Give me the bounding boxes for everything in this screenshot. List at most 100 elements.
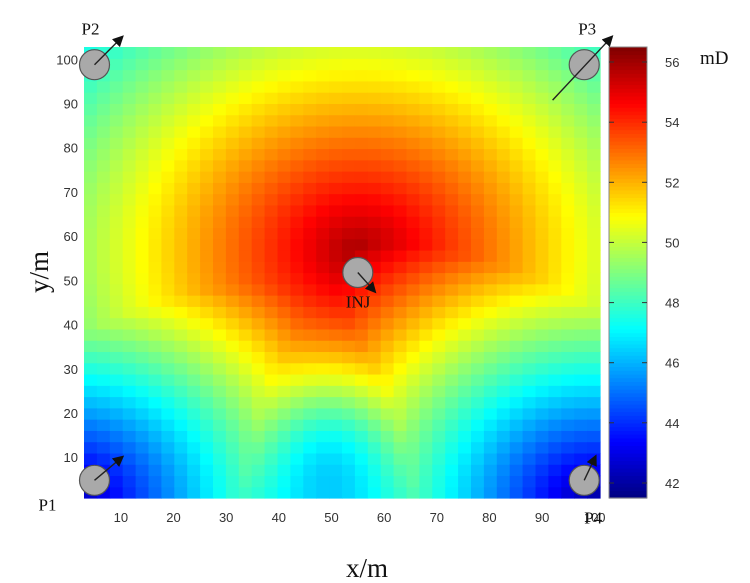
heatmap-cell — [135, 103, 150, 116]
heatmap-cell — [406, 452, 420, 465]
colorbar-segment — [609, 358, 647, 364]
heatmap-cell — [329, 114, 343, 127]
heatmap-cell — [200, 103, 214, 116]
heatmap-cell — [290, 475, 304, 488]
heatmap-cell — [535, 340, 549, 353]
heatmap-cell — [406, 351, 420, 364]
heatmap-cell — [264, 317, 279, 330]
colorbar-segment — [609, 242, 647, 247]
heatmap-cell — [574, 92, 588, 104]
colorbar-segment — [609, 351, 647, 356]
heatmap-cell — [432, 328, 446, 341]
heatmap-cell — [316, 216, 330, 229]
heatmap-cell — [122, 373, 137, 386]
colorbar-segment — [609, 62, 647, 67]
heatmap-cell — [329, 373, 343, 386]
heatmap-cell — [419, 227, 433, 240]
heatmap-cell — [445, 227, 459, 240]
heatmap-cell — [251, 295, 266, 307]
heatmap-cell — [238, 47, 253, 59]
heatmap-cell — [148, 295, 162, 307]
heatmap-cell — [406, 373, 420, 386]
heatmap-cell — [445, 137, 459, 150]
heatmap-cell — [458, 238, 472, 251]
heatmap-cell — [380, 407, 395, 420]
heatmap-cell — [96, 373, 111, 386]
heatmap-cell — [200, 249, 214, 262]
heatmap-cell — [303, 475, 317, 488]
heatmap-cell — [225, 464, 240, 477]
heatmap-cell — [522, 92, 537, 104]
heatmap-cell — [135, 92, 150, 104]
heatmap-cell — [316, 340, 330, 353]
heatmap-cell — [561, 430, 575, 443]
heatmap-cell — [303, 159, 317, 172]
heatmap-cell — [393, 306, 408, 319]
heatmap-cell — [225, 238, 240, 251]
heatmap-cell — [548, 464, 562, 477]
heatmap-cell — [471, 475, 485, 488]
heatmap-cell — [238, 441, 253, 454]
heatmap-cell — [109, 486, 124, 499]
heatmap-cell — [367, 328, 382, 341]
heatmap-cell — [574, 238, 588, 251]
heatmap-cell — [225, 204, 240, 217]
heatmap-cell — [561, 283, 575, 296]
heatmap-cell — [535, 159, 549, 172]
y-tick-label: 70 — [64, 185, 78, 200]
heatmap-cell — [238, 137, 253, 150]
heatmap-cell — [496, 441, 511, 454]
heatmap-cell — [354, 452, 369, 465]
colorbar-segment — [609, 422, 647, 428]
heatmap-cell — [290, 351, 304, 364]
heatmap-cell — [303, 419, 317, 431]
heatmap-cell — [471, 249, 485, 262]
heatmap-cell — [148, 80, 162, 93]
heatmap-cell — [84, 204, 98, 217]
heatmap-cell — [548, 295, 562, 307]
heatmap-cell — [148, 193, 162, 206]
heatmap-cell — [393, 475, 408, 488]
heatmap-cell — [406, 249, 420, 262]
heatmap-cell — [496, 306, 511, 319]
heatmap-cell — [471, 351, 485, 364]
heatmap-cell — [290, 69, 304, 82]
heatmap-cell — [161, 272, 175, 285]
heatmap-cell — [290, 58, 304, 71]
heatmap-cell — [342, 486, 356, 499]
heatmap-cell — [251, 441, 266, 454]
heatmap-cell — [509, 261, 524, 274]
heatmap-cell — [458, 441, 472, 454]
heatmap-cell — [535, 193, 549, 206]
heatmap-cell — [109, 441, 124, 454]
heatmap-cell — [187, 362, 201, 375]
heatmap-cell — [135, 385, 150, 398]
heatmap-cell — [238, 92, 253, 104]
colorbar-segment — [609, 167, 647, 172]
heatmap-cell — [393, 182, 408, 195]
heatmap-cell — [509, 182, 524, 195]
heatmap-cell — [587, 306, 601, 319]
heatmap-cell — [445, 148, 459, 161]
heatmap-cell — [574, 182, 588, 195]
heatmap-cell — [432, 283, 446, 296]
x-tick-label: 70 — [430, 510, 444, 525]
heatmap-cell — [277, 148, 291, 161]
heatmap-cell — [522, 182, 537, 195]
heatmap-cell — [445, 396, 459, 409]
heatmap-cell — [419, 159, 433, 172]
heatmap-cell — [574, 351, 588, 364]
colorbar-segment — [609, 197, 647, 202]
heatmap-cell — [548, 171, 562, 183]
heatmap-cell — [432, 340, 446, 353]
heatmap-cell — [200, 340, 214, 353]
heatmap-cell — [342, 103, 356, 116]
heatmap-cell — [316, 362, 330, 375]
x-tick-label: 80 — [482, 510, 496, 525]
heatmap-cell — [548, 80, 562, 93]
heatmap-cell — [354, 340, 369, 353]
heatmap-cell — [277, 486, 291, 499]
heatmap-cell — [548, 193, 562, 206]
heatmap-cell — [148, 182, 162, 195]
heatmap-cell — [135, 328, 150, 341]
